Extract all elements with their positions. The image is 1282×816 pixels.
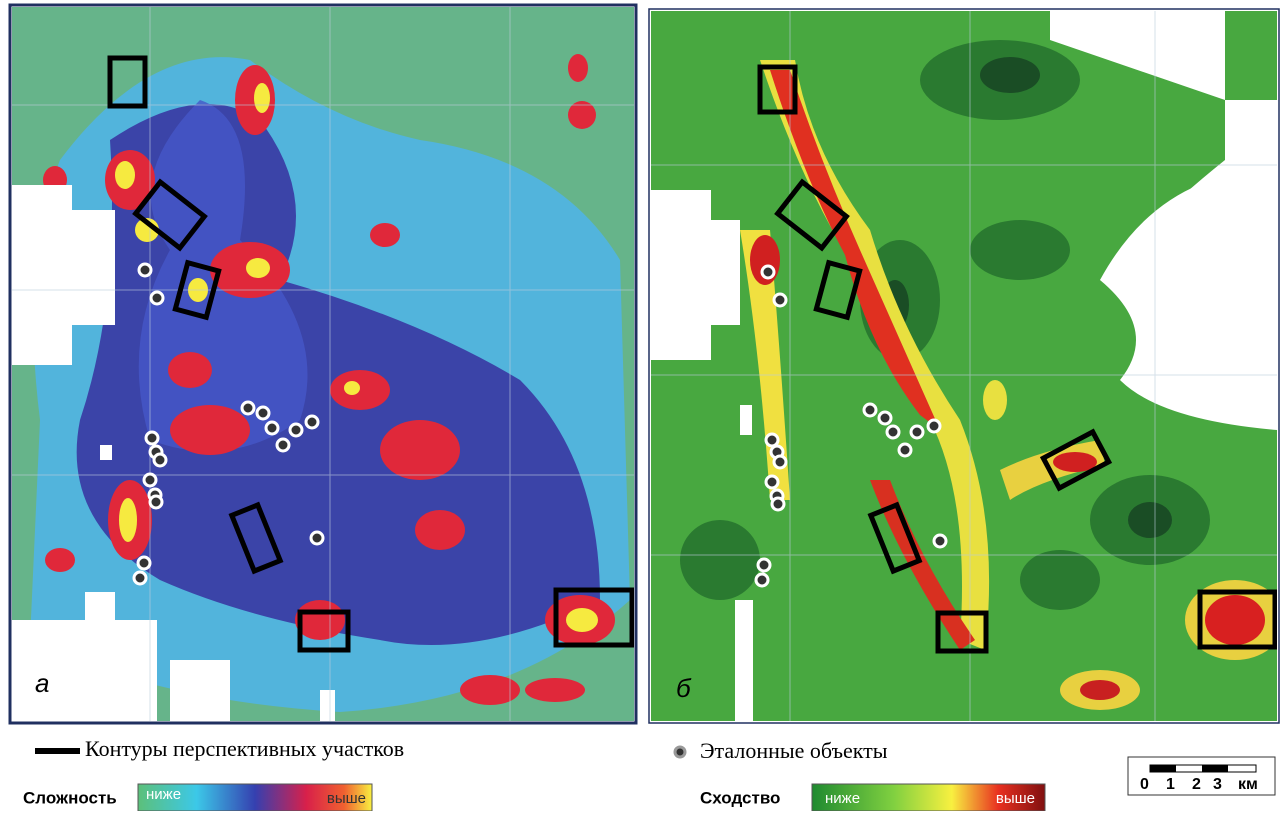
colorbar-title: Сходство — [700, 788, 780, 807]
legend-text: Контуры перспективных участков — [85, 736, 404, 761]
colorbar-high: выше — [327, 790, 366, 807]
colorbar-high: выше — [996, 790, 1035, 807]
legend-text: Эталонные объекты — [700, 738, 888, 763]
scale-label: 1 — [1166, 776, 1175, 793]
panel-b-map — [651, 11, 1277, 721]
scale-bar: 0 1 2 3 км — [1127, 756, 1276, 796]
colorbar-low: ниже — [825, 790, 860, 807]
contour-swatch — [35, 748, 80, 754]
scale-label: км — [1238, 776, 1258, 793]
panel-label: а — [35, 668, 49, 698]
scale-label: 3 — [1213, 776, 1222, 793]
colorbar — [811, 783, 1046, 812]
panel-label: б — [676, 673, 692, 703]
scale-label: 0 — [1140, 776, 1149, 793]
colorbar-low: ниже — [146, 786, 181, 803]
colorbar — [137, 783, 373, 812]
colorbar-title: Сложность — [23, 788, 117, 807]
panel-a-map — [12, 7, 634, 721]
scale-label: 2 — [1192, 776, 1201, 793]
reference-swatch — [673, 745, 687, 759]
